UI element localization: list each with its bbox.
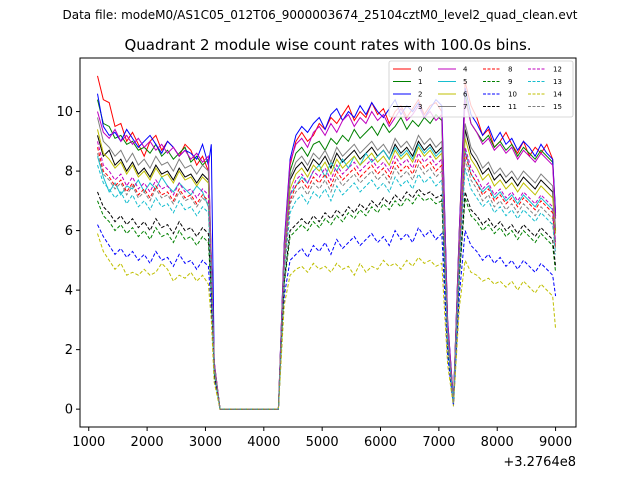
legend-label: 5 <box>463 78 467 86</box>
plot-area <box>97 75 557 410</box>
series-line-11 <box>97 188 557 410</box>
legend-label: 7 <box>463 103 467 111</box>
series-line-5 <box>97 143 557 410</box>
y-axis: 0 2 4 6 8 10 <box>56 105 80 418</box>
x-tick-label: 1000 <box>72 435 105 450</box>
legend-label: 3 <box>418 103 422 111</box>
y-tick-label: 2 <box>65 343 73 358</box>
series-line-14 <box>97 233 557 410</box>
series-line-2 <box>97 87 557 410</box>
x-tick-label: 7000 <box>422 435 455 450</box>
legend-label: 2 <box>418 91 422 99</box>
legend-label: 14 <box>553 91 562 99</box>
legend-label: 15 <box>553 103 562 111</box>
series-line-3 <box>97 129 557 410</box>
series-line-9 <box>97 194 557 410</box>
series-line-4 <box>97 99 557 410</box>
series-line-15 <box>97 153 557 410</box>
x-tick-label: 9000 <box>539 435 572 450</box>
legend-label: 8 <box>508 66 512 74</box>
series-line-12 <box>97 141 557 410</box>
legend-label: 13 <box>553 78 562 86</box>
y-tick-label: 8 <box>65 165 73 180</box>
data-file-suptitle: Data file: modeM0/AS1C05_012T06_90000036… <box>62 8 578 22</box>
y-tick-label: 4 <box>65 284 73 299</box>
series-line-6 <box>97 129 557 410</box>
legend-box <box>388 60 574 118</box>
y-tick-label: 6 <box>65 224 73 239</box>
x-axis-offset-label: +3.2764e8 <box>503 455 576 470</box>
x-axis: 1000 2000 3000 4000 5000 6000 7000 8000 9000 <box>72 427 572 450</box>
legend-label: 11 <box>508 103 517 111</box>
x-tick-label: 8000 <box>481 435 514 450</box>
series-line-10 <box>97 224 557 410</box>
legend-label: 10 <box>508 91 517 99</box>
legend-label: 4 <box>463 66 468 74</box>
legend-label: 9 <box>508 78 512 86</box>
series-line-8 <box>97 147 557 410</box>
x-tick-label: 2000 <box>131 435 164 450</box>
axes-frame <box>79 57 577 428</box>
x-tick-label: 4000 <box>247 435 280 450</box>
legend-label: 1 <box>418 78 422 86</box>
x-tick-label: 3000 <box>189 435 222 450</box>
chart-title: Quadrant 2 module wise count rates with … <box>124 36 531 54</box>
series-line-13 <box>97 164 557 410</box>
legend-label: 12 <box>553 66 562 74</box>
series-line-1 <box>97 93 557 410</box>
y-tick-label: 0 <box>65 403 73 418</box>
x-tick-label: 6000 <box>364 435 397 450</box>
legend-label: 6 <box>463 91 468 99</box>
x-tick-label: 5000 <box>306 435 339 450</box>
legend-label: 0 <box>418 66 422 74</box>
series-line-7 <box>97 117 557 410</box>
y-tick-label: 10 <box>56 105 73 120</box>
